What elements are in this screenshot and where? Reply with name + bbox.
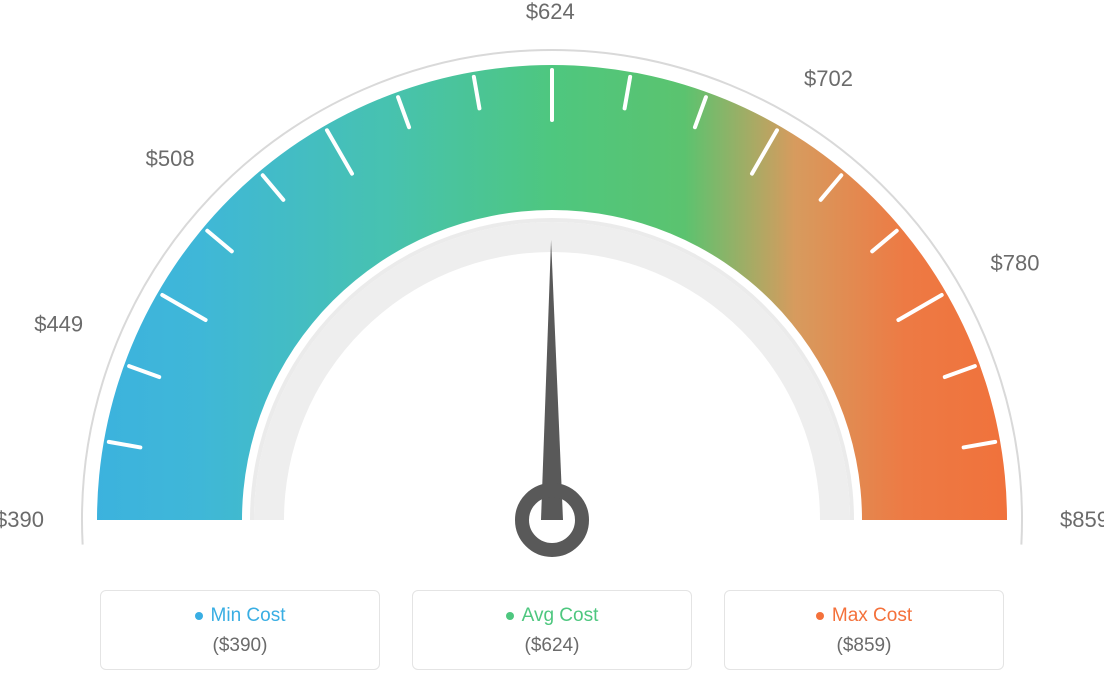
legend-title-min: Min Cost <box>195 605 286 627</box>
legend-value-max: ($859) <box>735 635 993 657</box>
legend-card-max: Max Cost ($859) <box>724 590 1004 670</box>
legend-dot-avg <box>506 612 514 620</box>
legend-value-avg: ($624) <box>423 635 681 657</box>
legend-title-max-text: Max Cost <box>832 605 912 627</box>
legend-title-max: Max Cost <box>816 605 912 627</box>
gauge-tick-label: $390 <box>0 507 44 532</box>
legend-value-min: ($390) <box>111 635 369 657</box>
gauge-tick-label: $449 <box>34 311 83 336</box>
gauge-tick-label: $508 <box>146 146 195 171</box>
gauge-tick-label: $702 <box>804 66 853 91</box>
legend-title-avg-text: Avg Cost <box>522 605 599 627</box>
legend-title-avg: Avg Cost <box>506 605 599 627</box>
gauge-container: $390 $449 $508 $624 $702 $780 $859 <box>0 0 1104 580</box>
gauge-tick-label: $624 <box>526 0 575 24</box>
legend-title-min-text: Min Cost <box>211 605 286 627</box>
legend-card-min: Min Cost ($390) <box>100 590 380 670</box>
cost-gauge-stage: $390 $449 $508 $624 $702 $780 $859 Min Cost ($… <box>0 0 1104 690</box>
gauge-tick-label: $859 <box>1060 507 1104 532</box>
gauge-svg: $390 $449 $508 $624 $702 $780 $859 <box>0 0 1104 580</box>
legend-card-avg: Avg Cost ($624) <box>412 590 692 670</box>
legend-row: Min Cost ($390) Avg Cost ($624) Max Cost… <box>0 590 1104 670</box>
legend-dot-max <box>816 612 824 620</box>
gauge-tick-label: $780 <box>991 251 1040 276</box>
legend-dot-min <box>195 612 203 620</box>
